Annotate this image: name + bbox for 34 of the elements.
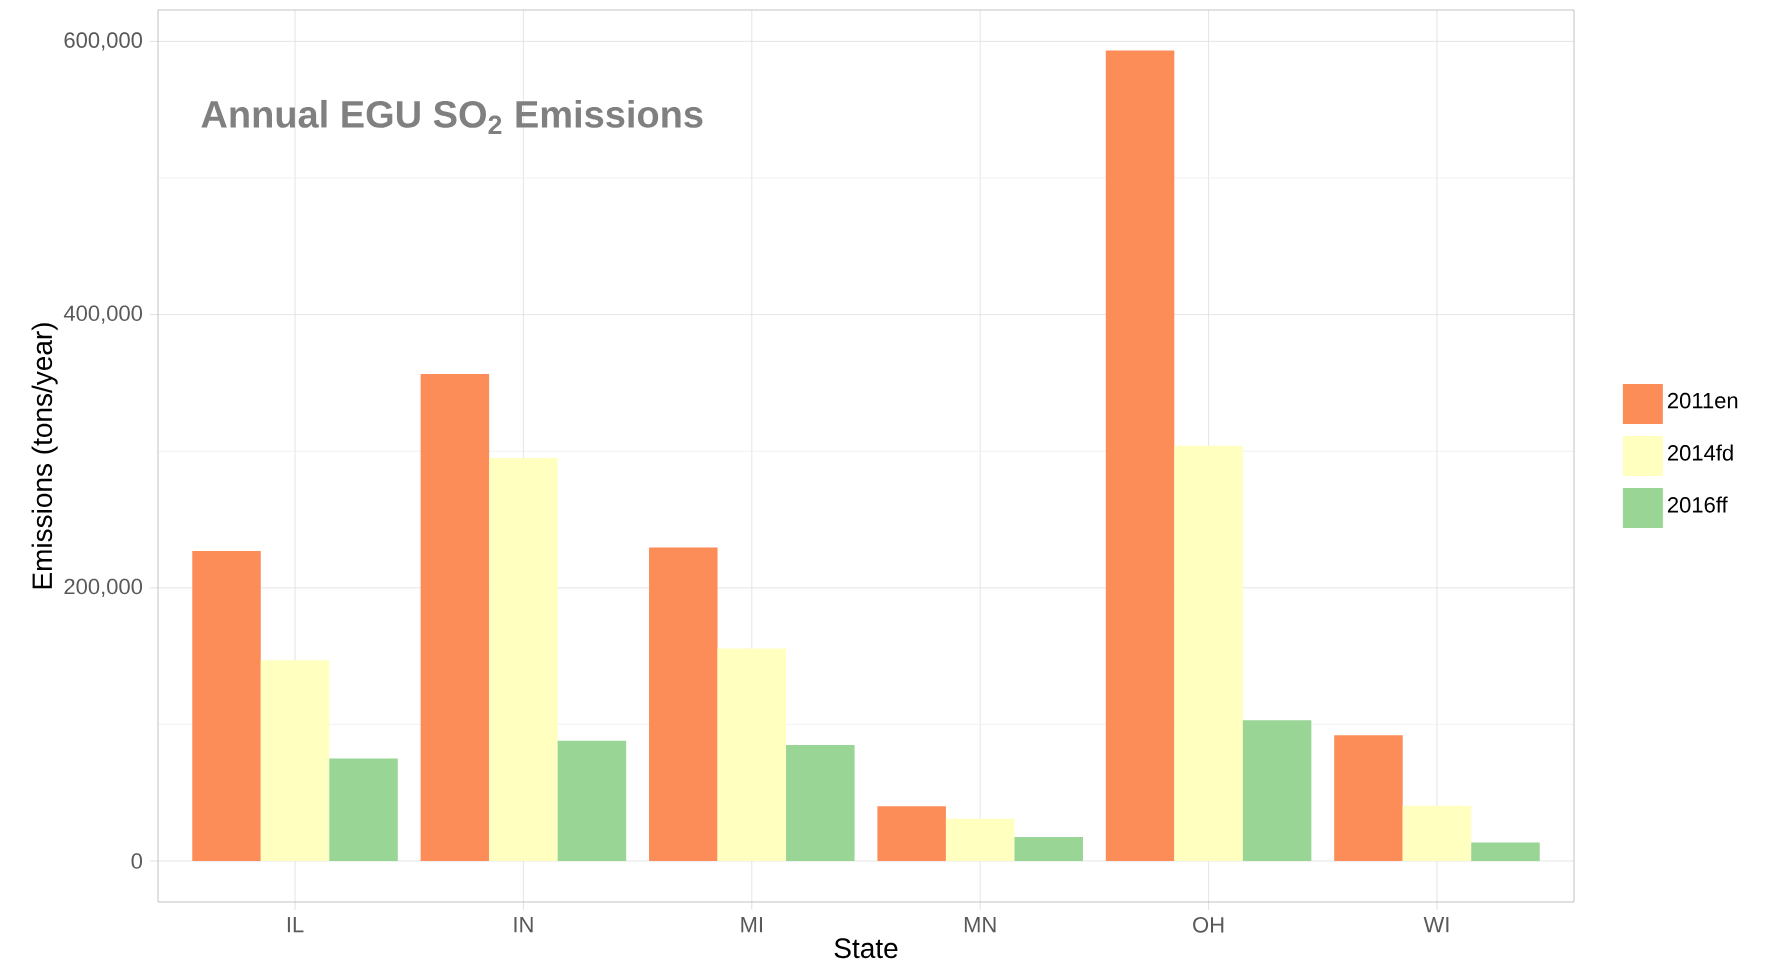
bar bbox=[1242, 720, 1312, 861]
bar bbox=[1402, 805, 1472, 861]
x-tick-label: MI bbox=[741, 917, 762, 933]
x-axis-title: State bbox=[834, 938, 898, 959]
y-tick-label: 0 bbox=[131, 853, 143, 869]
x-tick-label: IL bbox=[287, 917, 304, 933]
legend-label: 2014fd bbox=[1667, 444, 1733, 461]
x-tick-label: MN bbox=[964, 917, 996, 933]
y-tick-label: 400,000 bbox=[63, 305, 143, 324]
bar bbox=[329, 758, 398, 861]
y-tick-label: 600,000 bbox=[64, 32, 143, 51]
bar bbox=[1471, 842, 1540, 861]
text: Annual EGU SO$_{2}$ Emissions bbox=[201, 99, 703, 135]
bar bbox=[877, 806, 946, 861]
bar bbox=[192, 550, 261, 861]
bar bbox=[1174, 445, 1243, 861]
bar bbox=[420, 374, 490, 861]
bar bbox=[557, 740, 627, 861]
legend-label: 2016ff bbox=[1667, 496, 1728, 513]
x-tick-label: IN bbox=[514, 917, 533, 933]
bar bbox=[786, 744, 855, 861]
y-tick-label: 200,000 bbox=[64, 578, 143, 597]
bar bbox=[945, 818, 1015, 861]
legend-label: 2011en bbox=[1667, 392, 1738, 409]
bar bbox=[1014, 837, 1083, 861]
bar bbox=[1105, 50, 1175, 861]
bar bbox=[489, 458, 558, 861]
bar bbox=[649, 547, 718, 861]
bar bbox=[717, 648, 787, 861]
bar bbox=[260, 660, 330, 861]
x-tick-label: WI bbox=[1423, 917, 1449, 933]
y-axis-title: Emissions (tons/year) bbox=[31, 323, 58, 589]
bar bbox=[1334, 735, 1403, 861]
x-tick-label: OH bbox=[1193, 917, 1224, 933]
